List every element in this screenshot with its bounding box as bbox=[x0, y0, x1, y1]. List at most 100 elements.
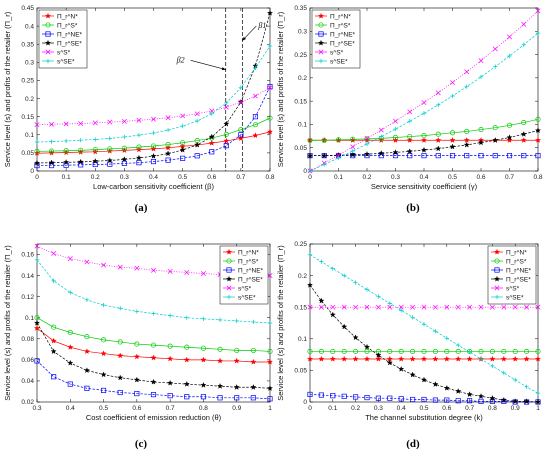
data-point bbox=[353, 348, 359, 354]
data-point bbox=[464, 153, 470, 159]
y-tick-label: 0.25 bbox=[294, 241, 307, 248]
series-2 bbox=[34, 115, 273, 154]
data-point bbox=[534, 355, 542, 362]
data-point bbox=[208, 139, 215, 146]
data-point bbox=[34, 257, 40, 262]
legend-marker bbox=[226, 294, 232, 300]
data-point bbox=[237, 135, 244, 142]
data-point bbox=[450, 93, 455, 99]
data-point bbox=[520, 130, 527, 137]
data-point bbox=[67, 359, 74, 366]
data-point bbox=[267, 43, 273, 49]
data-point bbox=[307, 304, 313, 310]
y-tick-label: 0.12 bbox=[21, 294, 34, 301]
x-tick-label: 0.9 bbox=[511, 405, 520, 412]
data-point bbox=[200, 381, 207, 388]
data-point bbox=[501, 348, 507, 354]
data-point bbox=[341, 304, 347, 310]
x-tick-label: 0.5 bbox=[448, 174, 457, 181]
data-point bbox=[421, 111, 427, 116]
legend-marker bbox=[45, 58, 51, 64]
y-tick-label: 0.16 bbox=[21, 252, 34, 259]
data-point bbox=[101, 387, 107, 393]
data-point bbox=[493, 64, 498, 69]
legend-label: Π_r^N* bbox=[330, 13, 351, 20]
data-point bbox=[92, 147, 98, 153]
data-point bbox=[107, 146, 113, 152]
legend-marker bbox=[318, 31, 324, 37]
data-point bbox=[117, 389, 123, 396]
data-point bbox=[455, 304, 461, 310]
x-tick-label: 0.1 bbox=[62, 174, 71, 181]
series-line bbox=[36, 317, 271, 352]
data-point bbox=[464, 69, 470, 75]
data-point bbox=[399, 308, 404, 313]
legend-label: Π_r^S* bbox=[506, 258, 527, 265]
data-point bbox=[49, 121, 55, 127]
data-point bbox=[393, 126, 398, 132]
data-point bbox=[238, 99, 244, 105]
data-point bbox=[478, 304, 484, 310]
data-point bbox=[135, 154, 143, 161]
legend-marker bbox=[226, 285, 232, 291]
data-point bbox=[318, 392, 324, 398]
data-point bbox=[421, 348, 427, 354]
chart-panel-2: 0 0.1 0.2 0.3 0.4 0.5 0.6 0.7 0.8 0 0.05 0.1 0.15 0.2… bbox=[276, 5, 543, 191]
data-point bbox=[194, 153, 200, 159]
data-point bbox=[208, 133, 215, 140]
data-point bbox=[194, 118, 200, 124]
series-line bbox=[309, 394, 538, 403]
legend-label: Π_r^NE* bbox=[506, 267, 532, 274]
data-point bbox=[319, 259, 324, 264]
series-4 bbox=[33, 319, 274, 391]
data-point bbox=[150, 159, 157, 165]
panel-label-b: (b) bbox=[406, 202, 420, 214]
data-point bbox=[167, 379, 174, 386]
data-point bbox=[250, 347, 256, 353]
legend-marker bbox=[225, 275, 233, 282]
data-point bbox=[134, 265, 140, 271]
data-point bbox=[330, 393, 336, 399]
data-point bbox=[167, 355, 174, 362]
data-point bbox=[420, 146, 428, 153]
data-point bbox=[50, 337, 57, 344]
data-point bbox=[350, 144, 356, 150]
x-tick-label: 0.7 bbox=[465, 405, 474, 412]
data-point bbox=[101, 302, 106, 308]
data-point bbox=[68, 290, 73, 295]
legend-box bbox=[311, 9, 361, 69]
data-point bbox=[136, 160, 142, 166]
annotation-label: β2 bbox=[176, 55, 185, 64]
data-point bbox=[179, 146, 186, 153]
data-point bbox=[33, 319, 41, 326]
data-point bbox=[184, 269, 190, 275]
data-point bbox=[201, 316, 206, 321]
x-tick-label: 0.8 bbox=[199, 405, 208, 412]
y-tick-label: 0.05 bbox=[294, 145, 307, 152]
legend: Π_r^N* Π_r^S* Π_r^NE* Π_r^SE* s^S* s^SE* bbox=[219, 245, 269, 305]
data-point bbox=[34, 122, 40, 128]
data-point bbox=[330, 304, 336, 310]
data-point bbox=[167, 268, 173, 274]
data-point bbox=[489, 304, 495, 310]
data-point bbox=[489, 394, 496, 401]
data-point bbox=[363, 151, 371, 157]
legend-label: s^S* bbox=[238, 285, 252, 292]
data-point bbox=[121, 160, 127, 166]
legend-marker bbox=[493, 275, 501, 282]
y-tick-label: 0.15 bbox=[294, 304, 307, 311]
data-point bbox=[101, 262, 107, 268]
x-tick-label: 0 bbox=[308, 405, 312, 412]
annotation-label: β1 bbox=[257, 21, 266, 30]
data-point bbox=[353, 304, 359, 310]
y-axis-label: Service level (s) and profits of the ret… bbox=[276, 11, 285, 167]
data-point bbox=[307, 137, 313, 143]
x-tick-label: 0.2 bbox=[351, 405, 360, 412]
data-point bbox=[449, 137, 456, 143]
data-point bbox=[267, 320, 273, 326]
data-point bbox=[534, 398, 542, 405]
data-point bbox=[407, 153, 413, 159]
x-tick-label: 1 bbox=[536, 405, 540, 412]
data-point bbox=[350, 148, 355, 154]
data-point bbox=[306, 355, 314, 362]
